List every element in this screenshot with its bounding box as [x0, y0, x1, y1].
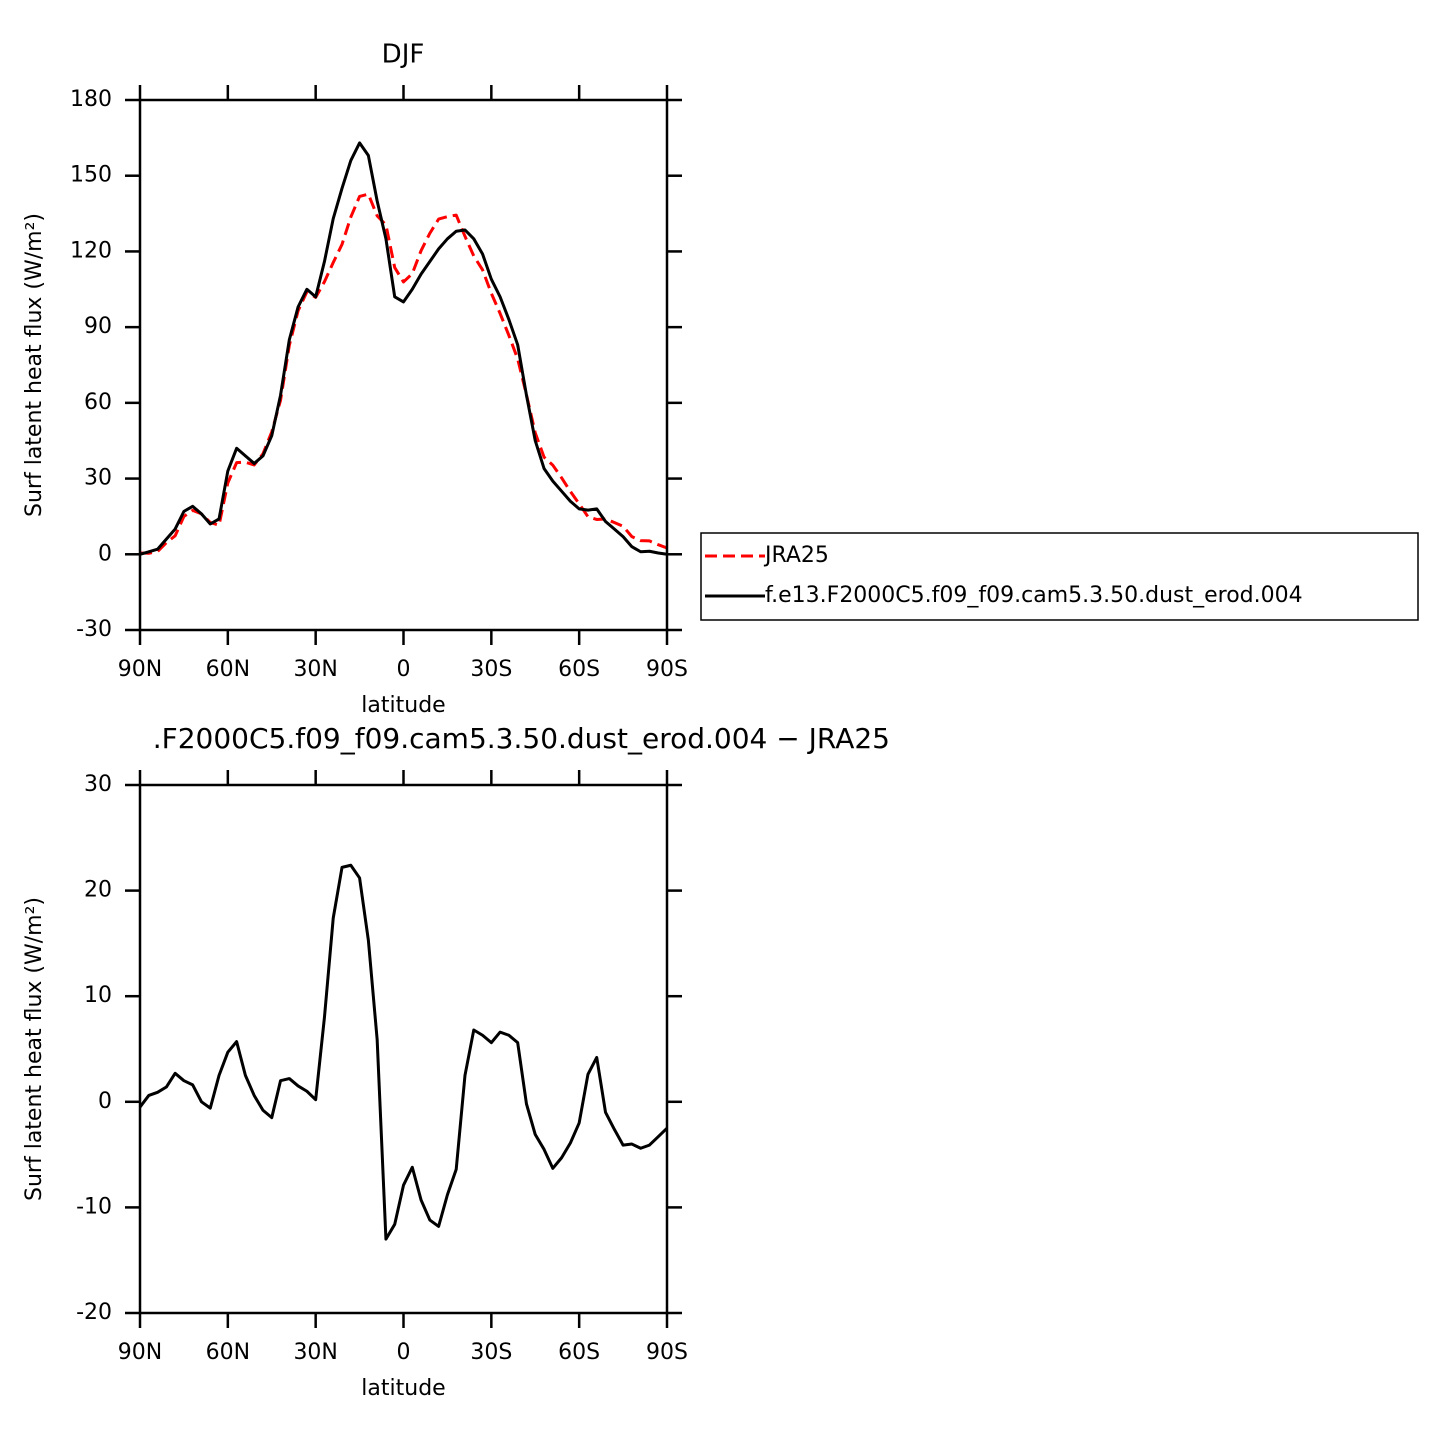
x-tick-label: 30N	[293, 657, 337, 682]
y-tick-label: 180	[70, 87, 112, 112]
x-tick-label: 60S	[558, 1340, 600, 1365]
y-tick-label: 0	[98, 541, 112, 566]
x-tick-label: 90S	[646, 1340, 688, 1365]
y-axis-label: Surf latent heat flux (W/m²)	[22, 213, 47, 517]
x-tick-label: 0	[397, 657, 411, 682]
x-tick-label: 30S	[470, 1340, 512, 1365]
x-tick-label: 30N	[293, 1340, 337, 1365]
legend-box	[700, 532, 1419, 621]
y-tick-label: 60	[84, 390, 112, 415]
y-tick-label: 10	[84, 983, 112, 1008]
x-tick-label: 90N	[118, 1340, 162, 1365]
y-tick-label: -30	[76, 617, 112, 642]
data-line	[138, 863, 669, 1241]
x-tick-label: 60N	[206, 1340, 250, 1365]
y-tick-label: 90	[84, 314, 112, 339]
plot-frame	[138, 783, 669, 1315]
x-tick-label: 0	[397, 1340, 411, 1365]
data-line	[139, 192, 668, 555]
data-line	[139, 141, 668, 556]
x-axis-label: latitude	[361, 1376, 445, 1401]
x-tick-label: 30S	[470, 657, 512, 682]
y-tick-label: 30	[84, 466, 112, 491]
x-axis-label: latitude	[361, 693, 445, 718]
y-tick-label: 20	[84, 878, 112, 903]
legend-label: JRA25	[763, 543, 829, 568]
y-tick-label: 0	[98, 1089, 112, 1114]
x-tick-label: 60N	[206, 657, 250, 682]
chart-title: DJF	[382, 40, 425, 70]
x-tick-label: 90N	[118, 657, 162, 682]
x-tick-label: 60S	[558, 657, 600, 682]
y-tick-label: -20	[76, 1300, 112, 1325]
y-tick-label: -10	[76, 1194, 112, 1219]
plot-frame	[138, 98, 669, 632]
legend-label: f.e13.F2000C5.f09_f09.cam5.3.50.dust_ero…	[765, 583, 1303, 608]
x-tick-label: 90S	[646, 657, 688, 682]
y-tick-label: 120	[70, 238, 112, 263]
chart-title: .F2000C5.f09_f09.cam5.3.50.dust_erod.004…	[153, 722, 890, 755]
y-tick-label: 150	[70, 163, 112, 188]
y-axis-label: Surf latent heat flux (W/m²)	[22, 897, 47, 1201]
y-tick-label: 30	[84, 772, 112, 797]
